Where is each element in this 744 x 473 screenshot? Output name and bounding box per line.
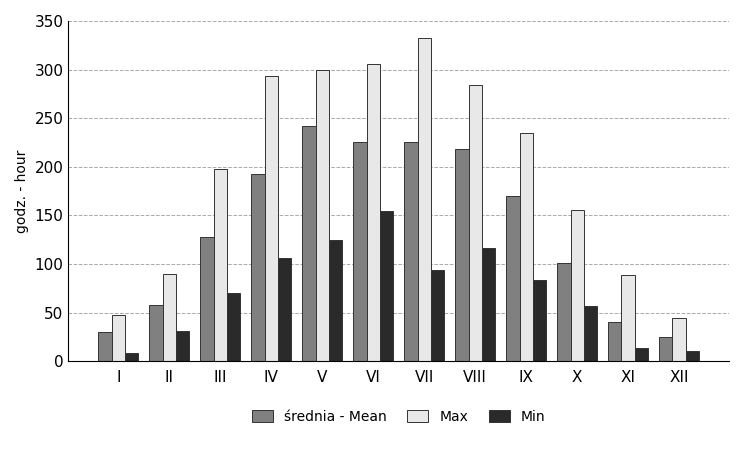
Bar	[469, 85, 482, 361]
Bar	[404, 141, 417, 361]
Bar	[98, 332, 112, 361]
Bar	[150, 305, 163, 361]
Bar	[380, 210, 393, 361]
Bar	[265, 77, 278, 361]
Bar	[214, 169, 227, 361]
Bar	[635, 348, 648, 361]
Bar	[353, 141, 367, 361]
Bar	[367, 64, 380, 361]
Bar	[227, 293, 240, 361]
Bar	[519, 133, 533, 361]
Bar	[455, 149, 469, 361]
Bar	[200, 237, 214, 361]
Bar	[417, 37, 431, 361]
Bar	[659, 337, 673, 361]
Bar	[584, 306, 597, 361]
Bar	[251, 174, 265, 361]
Bar	[621, 275, 635, 361]
Bar	[176, 331, 189, 361]
Bar	[431, 270, 444, 361]
Bar	[557, 263, 571, 361]
Bar	[482, 248, 495, 361]
Y-axis label: godz. - hour: godz. - hour	[15, 149, 29, 233]
Bar	[315, 70, 329, 361]
Legend: średnia - Mean, Max, Min: średnia - Mean, Max, Min	[246, 404, 551, 429]
Bar	[533, 280, 546, 361]
Bar	[125, 353, 138, 361]
Bar	[506, 196, 519, 361]
Bar	[329, 240, 342, 361]
Bar	[278, 258, 291, 361]
Bar	[673, 318, 686, 361]
Bar	[609, 322, 621, 361]
Bar	[163, 274, 176, 361]
Bar	[686, 351, 699, 361]
Bar	[302, 126, 315, 361]
Bar	[112, 315, 125, 361]
Bar	[571, 210, 584, 361]
